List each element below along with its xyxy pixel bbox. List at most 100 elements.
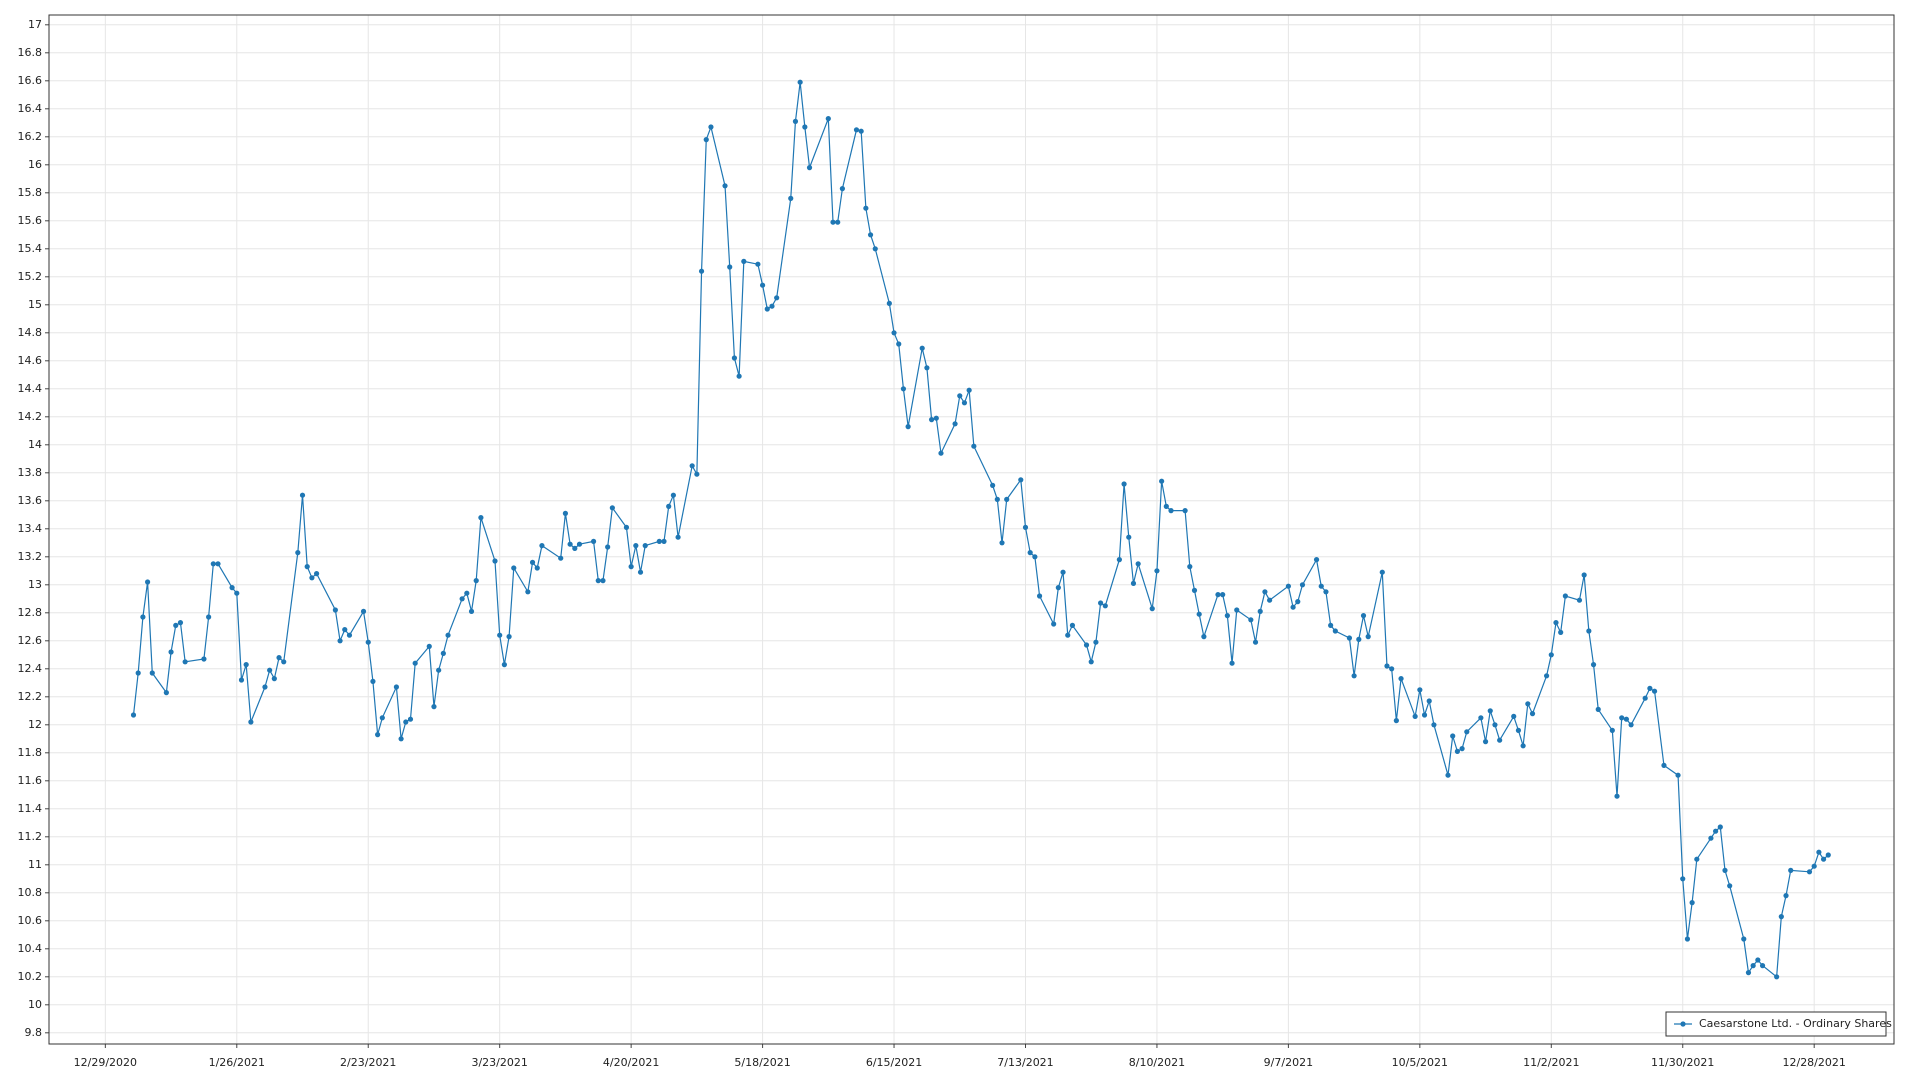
point <box>1614 793 1620 799</box>
y-tick-label: 14.6 <box>18 354 43 367</box>
point <box>501 662 507 668</box>
point <box>1543 673 1550 679</box>
point <box>267 667 273 673</box>
point <box>1595 706 1601 713</box>
point <box>210 561 216 567</box>
y-tick-label: 17 <box>28 18 42 31</box>
y-tick-label: 15.8 <box>18 186 43 199</box>
point <box>722 183 728 189</box>
plot-frame <box>48 14 1895 1045</box>
point <box>1661 762 1667 769</box>
point <box>863 205 869 211</box>
point <box>1220 592 1226 598</box>
point <box>961 400 968 406</box>
point <box>1680 876 1686 882</box>
point <box>1529 711 1536 717</box>
point <box>1454 748 1460 755</box>
point <box>1651 688 1658 694</box>
point <box>590 538 597 545</box>
point <box>238 677 245 683</box>
point <box>1806 869 1813 875</box>
y-tick-label: 11.8 <box>18 746 43 759</box>
point <box>623 524 630 531</box>
y-tick-label: 12.6 <box>18 634 43 647</box>
point <box>337 638 343 644</box>
point <box>886 300 892 306</box>
point <box>642 543 648 549</box>
point <box>698 268 705 274</box>
point <box>1708 835 1714 841</box>
y-tick-label: 16.6 <box>18 74 43 87</box>
point <box>436 667 442 673</box>
point <box>1379 569 1385 575</box>
point <box>201 656 207 662</box>
y-tick-label: 14.8 <box>18 326 43 339</box>
point <box>360 608 367 615</box>
point <box>403 719 409 725</box>
point <box>1055 585 1061 591</box>
point <box>755 261 761 267</box>
point <box>637 569 644 575</box>
point <box>1130 580 1137 587</box>
x-tick-label: 8/10/2021 <box>1129 1056 1185 1069</box>
point <box>1788 867 1794 874</box>
point <box>1201 634 1207 640</box>
point <box>572 545 578 552</box>
point <box>1558 629 1564 636</box>
point <box>459 596 465 602</box>
y-tick-label: 13.8 <box>18 466 43 479</box>
y-tick-label: 16.4 <box>18 102 43 115</box>
point <box>1257 608 1263 615</box>
point <box>342 627 348 633</box>
point <box>539 543 545 549</box>
x-tick-label: 2/23/2021 <box>340 1056 396 1069</box>
point <box>1727 883 1733 889</box>
y-tick-label: 13 <box>28 578 42 591</box>
point <box>1511 713 1517 720</box>
point <box>1619 715 1625 721</box>
y-tick-label: 14.4 <box>18 382 43 395</box>
point <box>1032 554 1038 560</box>
point <box>229 585 235 591</box>
x-tick-label: 6/15/2021 <box>866 1056 922 1069</box>
y-tick-label: 16.2 <box>18 130 43 143</box>
x-tick-label: 3/23/2021 <box>471 1056 527 1069</box>
point <box>215 561 221 567</box>
x-tick-label: 12/28/2021 <box>1782 1056 1845 1069</box>
point <box>243 662 249 668</box>
point <box>900 386 907 392</box>
point <box>1492 722 1498 728</box>
point <box>1562 593 1568 599</box>
point <box>1365 634 1371 640</box>
point <box>1252 639 1259 645</box>
y-tick-label: 14.2 <box>18 410 43 423</box>
point <box>1154 568 1160 574</box>
point <box>1248 617 1254 623</box>
point <box>262 684 268 690</box>
point <box>1116 557 1122 563</box>
point <box>346 632 353 638</box>
point <box>1525 701 1531 707</box>
point <box>1295 599 1301 605</box>
point <box>1426 698 1432 704</box>
legend-box <box>1665 1011 1887 1037</box>
point <box>398 736 404 742</box>
point <box>464 590 470 596</box>
point <box>309 575 315 581</box>
point <box>492 558 498 564</box>
point <box>1464 729 1470 735</box>
point <box>1036 593 1043 599</box>
point <box>1482 739 1489 745</box>
point <box>1102 603 1108 609</box>
point <box>1421 712 1428 718</box>
point <box>1713 828 1719 834</box>
point <box>1051 621 1057 627</box>
line <box>132 82 1829 978</box>
point <box>182 659 188 665</box>
point <box>1515 727 1522 734</box>
point <box>928 417 935 423</box>
point <box>140 614 146 620</box>
point <box>1384 663 1390 669</box>
x-tick-label: 9/7/2021 <box>1264 1056 1313 1069</box>
